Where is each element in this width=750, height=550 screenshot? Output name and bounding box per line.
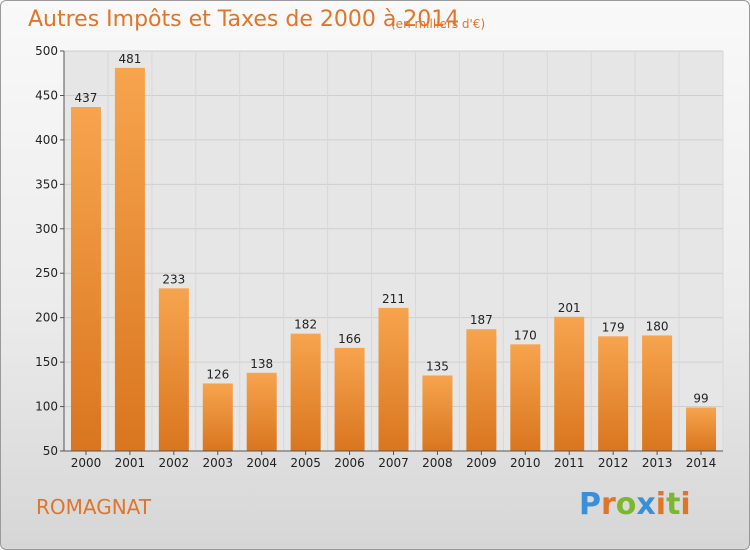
x-tick-label: 2014	[686, 456, 717, 470]
x-tick-label: 2009	[466, 456, 497, 470]
logo-letter: t	[666, 487, 681, 522]
bar-2013	[642, 335, 673, 451]
bar-2005	[290, 333, 321, 451]
value-label: 99	[693, 391, 708, 405]
logo-letter: i	[680, 487, 691, 522]
proxiti-logo: Proxiti	[579, 487, 691, 522]
y-tick-label: 450	[35, 88, 58, 102]
y-tick-label: 50	[43, 444, 58, 458]
logo-letter: i	[655, 487, 667, 522]
y-tick-label: 100	[35, 400, 58, 414]
x-tick-label: 2001	[115, 456, 146, 470]
y-tick-label: 200	[35, 311, 58, 325]
bar-2001	[114, 67, 145, 451]
x-tick-label: 2005	[290, 456, 321, 470]
value-label: 126	[206, 367, 229, 381]
value-label: 437	[75, 91, 98, 105]
x-tick-label: 2003	[202, 456, 233, 470]
bar-2002	[158, 288, 189, 451]
y-tick-label: 500	[35, 44, 58, 58]
value-label: 166	[338, 332, 361, 346]
bar-2003	[202, 383, 233, 451]
y-tick-label: 300	[35, 222, 58, 236]
value-label: 179	[602, 320, 625, 334]
chart-subtitle: (en milliers d'€)	[391, 17, 486, 31]
x-tick-label: 2002	[159, 456, 190, 470]
bar-2014	[686, 407, 717, 451]
value-label: 135	[426, 359, 449, 373]
value-label: 180	[646, 319, 669, 333]
y-tick-label: 400	[35, 133, 58, 147]
bar-2009	[466, 329, 497, 451]
x-tick-label: 2008	[422, 456, 453, 470]
value-label: 182	[294, 318, 317, 332]
x-tick-label: 2010	[510, 456, 541, 470]
logo-letter: r	[601, 487, 616, 522]
y-tick-label: 250	[35, 266, 58, 280]
x-tick-label: 2012	[598, 456, 629, 470]
value-label: 138	[250, 357, 273, 371]
bar-2010	[510, 344, 541, 451]
bar-2000	[70, 107, 101, 451]
bar-2008	[422, 375, 453, 451]
value-label: 170	[514, 328, 537, 342]
value-label: 201	[558, 301, 581, 315]
x-tick-label: 2006	[334, 456, 365, 470]
x-tick-label: 2000	[71, 456, 102, 470]
x-tick-label: 2004	[246, 456, 277, 470]
bar-2004	[246, 372, 277, 451]
value-label: 211	[382, 292, 405, 306]
value-label: 187	[470, 313, 493, 327]
x-tick-label: 2011	[554, 456, 585, 470]
bar-2007	[378, 307, 409, 451]
logo-letter: x	[636, 487, 656, 522]
x-tick-label: 2013	[642, 456, 673, 470]
y-tick-label: 350	[35, 177, 58, 191]
bar-2012	[598, 336, 629, 451]
chart-title: Autres Impôts et Taxes de 2000 à 2014	[28, 7, 460, 32]
y-tick-label: 150	[35, 355, 58, 369]
city-name: ROMAGNAT	[36, 495, 152, 519]
x-tick-label: 2007	[378, 456, 409, 470]
bar-2006	[334, 347, 365, 451]
value-label: 481	[118, 52, 141, 66]
bar-2011	[554, 316, 585, 451]
value-label: 233	[162, 272, 185, 286]
logo-letter: o	[615, 487, 637, 522]
logo-letter: P	[579, 487, 601, 522]
